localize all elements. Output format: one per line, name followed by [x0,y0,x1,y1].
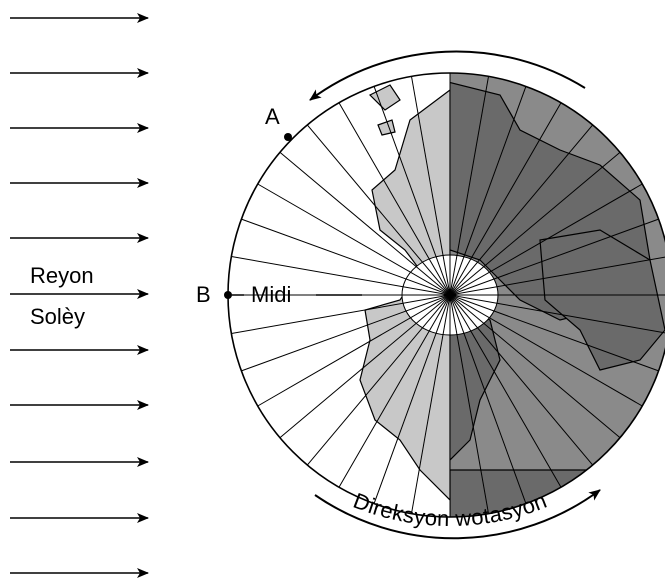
sun-rays-label: Solèy [30,304,85,329]
sun-ray-arrows [10,13,149,578]
point-b [224,291,232,299]
point-a-label: A [265,104,280,129]
point-b-label: B [196,282,211,307]
meridians [228,73,665,517]
label-bg [20,263,115,285]
label-bg [20,304,115,326]
rotation-arrow-bottom [314,489,601,540]
rotation-arrow-top [309,50,586,101]
sun-rays-label: Reyon [30,263,94,288]
noon-label: Midi [251,282,291,307]
point-a [284,133,292,141]
